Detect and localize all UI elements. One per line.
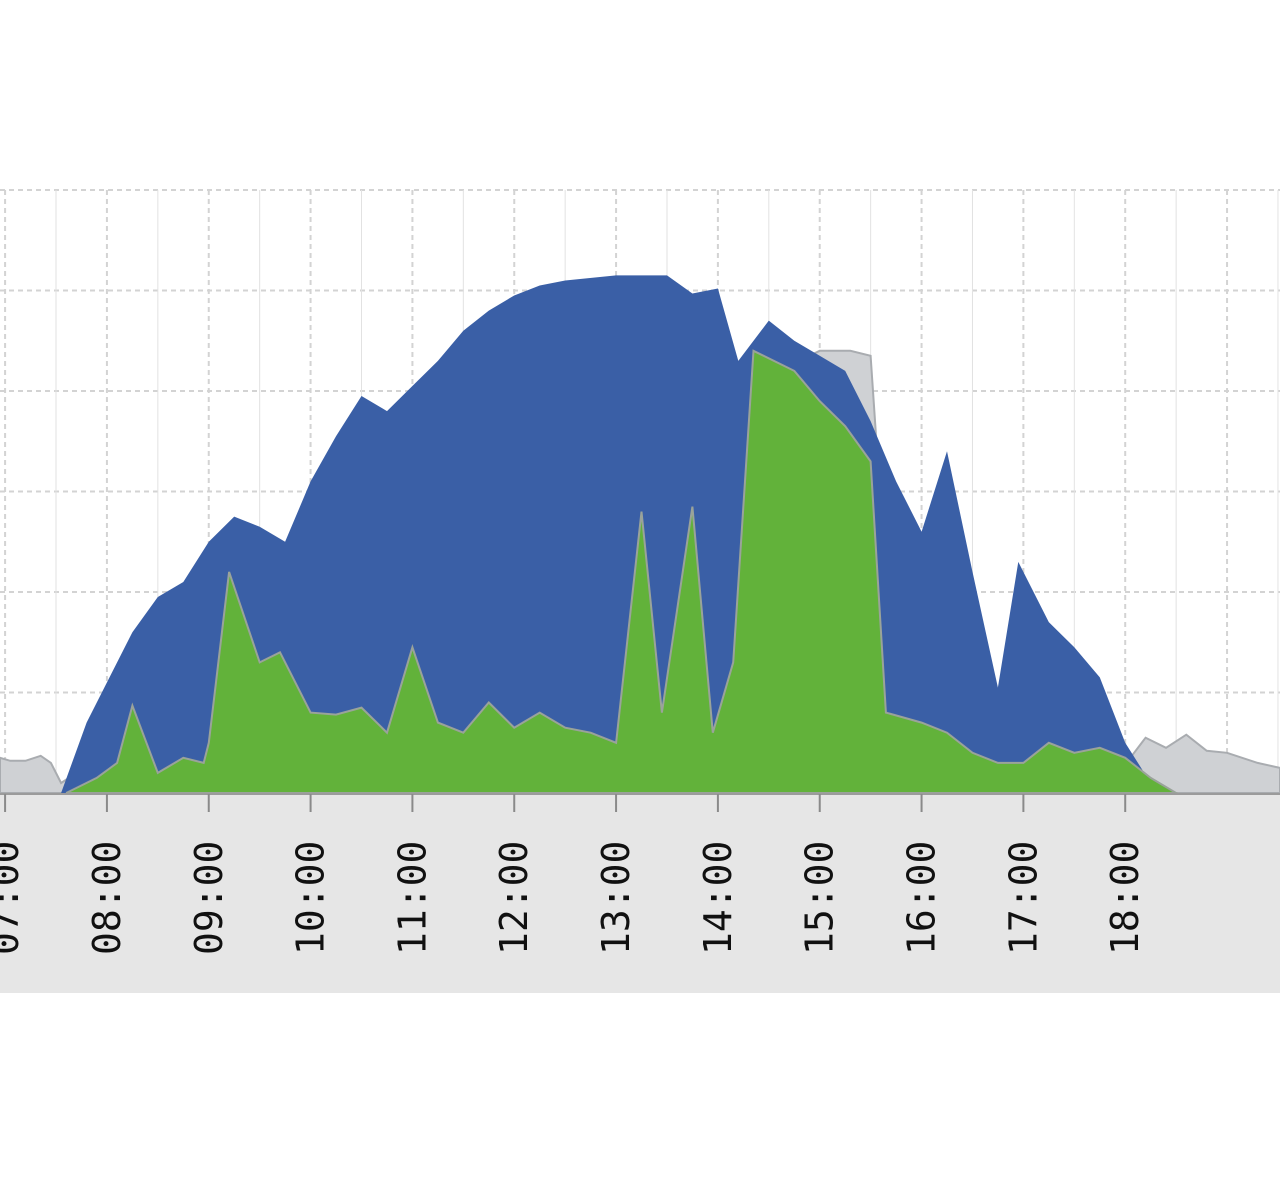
x-tick-label: 17:00 xyxy=(1001,841,1045,955)
x-tick-label: 16:00 xyxy=(900,841,944,955)
x-tick-label: 11:00 xyxy=(390,841,434,955)
x-tick-label: 07:00 xyxy=(0,841,27,955)
x-tick-label: 08:00 xyxy=(85,841,129,955)
x-tick-label: 14:00 xyxy=(696,841,740,955)
area-series-green xyxy=(65,349,1180,794)
x-tick-label: 12:00 xyxy=(492,841,536,955)
x-tick-label: 15:00 xyxy=(798,841,842,955)
area-series-blue xyxy=(61,275,1177,793)
area-series xyxy=(0,275,1280,794)
x-axis-ticks: 07:00 08:00 09:00 10:00 11:00 12:00 13:00 14:00… xyxy=(0,794,1147,955)
x-axis-band xyxy=(0,795,1280,993)
x-tick-label: 09:00 xyxy=(187,841,231,955)
x-tick-label: 10:00 xyxy=(289,841,333,955)
x-tick-label: 13:00 xyxy=(594,841,638,955)
x-tick-label: 18:00 xyxy=(1103,841,1147,955)
